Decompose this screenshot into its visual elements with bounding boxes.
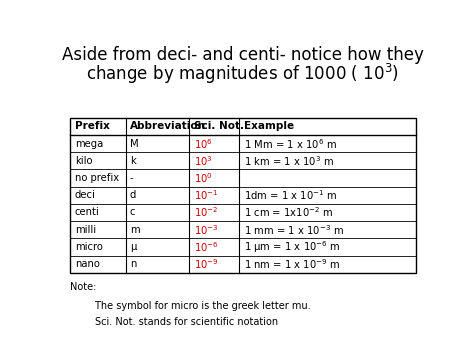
Text: Note:: Note: xyxy=(70,282,97,292)
Text: no prefix: no prefix xyxy=(75,173,119,183)
Text: k: k xyxy=(130,156,136,166)
Text: d: d xyxy=(130,190,137,200)
Text: mega: mega xyxy=(75,138,103,149)
Text: μ: μ xyxy=(130,242,137,252)
Text: 10$^{3}$: 10$^{3}$ xyxy=(194,154,212,168)
Text: 10$^{0}$: 10$^{0}$ xyxy=(194,171,213,185)
Text: change by magnitudes of 1000 ( 10$^{3}$): change by magnitudes of 1000 ( 10$^{3}$) xyxy=(86,62,400,86)
Text: m: m xyxy=(130,225,139,235)
Text: Sci. Not.: Sci. Not. xyxy=(194,121,244,131)
Text: Sci. Not. stands for scientific notation: Sci. Not. stands for scientific notation xyxy=(70,317,278,327)
Text: 10$^{-6}$: 10$^{-6}$ xyxy=(194,240,219,254)
Text: 1 Mm = 1 x 10$^{6}$ m: 1 Mm = 1 x 10$^{6}$ m xyxy=(244,137,337,151)
Text: The symbol for micro is the greek letter mu.: The symbol for micro is the greek letter… xyxy=(70,301,311,311)
Text: c: c xyxy=(130,207,136,218)
Text: nano: nano xyxy=(75,259,100,269)
Text: 10$^{6}$: 10$^{6}$ xyxy=(194,137,213,151)
Text: kilo: kilo xyxy=(75,156,92,166)
Text: Abbreviation: Abbreviation xyxy=(130,121,206,131)
Text: milli: milli xyxy=(75,225,96,235)
Text: 1dm = 1 x 10$^{-1}$ m: 1dm = 1 x 10$^{-1}$ m xyxy=(244,189,337,202)
Text: Prefix: Prefix xyxy=(75,121,109,131)
Text: Example: Example xyxy=(244,121,294,131)
Text: 1 nm = 1 x 10$^{-9}$ m: 1 nm = 1 x 10$^{-9}$ m xyxy=(244,257,340,271)
Text: 1 mm = 1 x 10$^{-3}$ m: 1 mm = 1 x 10$^{-3}$ m xyxy=(244,223,344,237)
Text: Aside from deci- and centi- notice how they: Aside from deci- and centi- notice how t… xyxy=(62,46,424,64)
Text: centi: centi xyxy=(75,207,100,218)
Text: 10$^{-9}$: 10$^{-9}$ xyxy=(194,257,219,271)
Text: 10$^{-2}$: 10$^{-2}$ xyxy=(194,206,218,219)
Text: -: - xyxy=(130,173,134,183)
Bar xyxy=(70,118,416,273)
Text: 10$^{-3}$: 10$^{-3}$ xyxy=(194,223,219,237)
Text: micro: micro xyxy=(75,242,102,252)
Text: n: n xyxy=(130,259,137,269)
Text: 1 μm = 1 x 10$^{-6}$ m: 1 μm = 1 x 10$^{-6}$ m xyxy=(244,239,340,255)
Text: 10$^{-1}$: 10$^{-1}$ xyxy=(194,189,219,202)
Text: 1 km = 1 x 10$^{3}$ m: 1 km = 1 x 10$^{3}$ m xyxy=(244,154,334,168)
Text: deci: deci xyxy=(75,190,96,200)
Text: 1 cm = 1x10$^{-2}$ m: 1 cm = 1x10$^{-2}$ m xyxy=(244,206,333,219)
Text: M: M xyxy=(130,138,138,149)
